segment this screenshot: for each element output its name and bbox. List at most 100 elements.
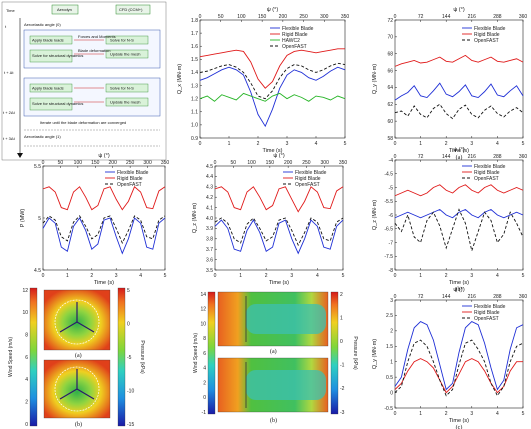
y-tick-label: 1.6 — [191, 44, 198, 50]
top-tick-label: 350 — [341, 14, 350, 20]
blade-a2 — [76, 321, 95, 333]
solve-ns-box-2 — [105, 83, 149, 93]
top-axis-label: ψ (°) — [453, 7, 464, 13]
y-tick-label: 3 — [390, 298, 393, 304]
series-line — [394, 184, 524, 197]
y-tick-label: 70 — [387, 35, 393, 41]
series-line — [394, 208, 524, 253]
x-tick-label: 5 — [342, 273, 345, 279]
x-tick-label: 0 — [199, 141, 202, 147]
top-tick-label: 300 — [143, 160, 152, 166]
x-tick-label: 4 — [496, 273, 499, 279]
y-axis-label: Q_x (MN·m) — [177, 64, 183, 94]
colorbar-tick-label: 6 — [203, 351, 206, 357]
solve-struct-box-2 — [29, 97, 73, 111]
solve-ns-text-1: Solve for N-S — [110, 38, 134, 43]
legend-label: Flexible Blade — [474, 26, 506, 32]
y-tick-label: 5 — [38, 216, 41, 222]
y-axis-label: P (MW) — [20, 209, 26, 228]
x-tick-label: 5 — [344, 141, 347, 147]
legend-label: Rigid Blade — [295, 176, 321, 182]
x-tick-label: 2 — [445, 411, 448, 417]
mid-ws-cbar-label: Wind Speed (m/s) — [193, 333, 199, 373]
update-mesh-text-1: Update the mesh — [110, 52, 140, 57]
plot-area — [394, 159, 524, 271]
legend-label: Flexible Blade — [117, 170, 149, 176]
top-tick-label: 288 — [493, 294, 502, 300]
wake-core-a — [246, 304, 326, 334]
legend-label: Rigid Blade — [474, 310, 500, 316]
y-tick-label: -6 — [389, 213, 394, 219]
x-tick-label: 2 — [445, 273, 448, 279]
colorbar-tick-label: 10 — [22, 310, 28, 316]
colorbar-tick-label: 2 — [203, 380, 206, 386]
colorbar-tick-label: 12 — [22, 288, 28, 294]
legend-label: OpenFAST — [295, 182, 320, 188]
series-line — [199, 62, 346, 100]
chart-qz-time: 0 1 2 3 4 54.54.44.34.24.14.03.93.83.73.63.50… — [192, 153, 347, 286]
top-tick-label: 250 — [299, 14, 308, 20]
time-arrow-icon — [17, 153, 23, 158]
left-p-ticks: 5 0 -5 -10 -15 — [127, 288, 134, 428]
y-axis-label: Q_y (MN·m) — [372, 339, 378, 369]
top-tick-label: 216 — [468, 154, 477, 160]
legend-label: Flexible Blade — [474, 304, 506, 310]
x-tick-label: 4 — [315, 141, 318, 147]
x-tick-label: 3 — [286, 141, 289, 147]
top-tick-label: 0 — [214, 160, 217, 166]
series-line — [394, 103, 524, 120]
top-tick-label: 100 — [237, 14, 246, 20]
series-line — [394, 82, 524, 101]
x-axis-label: Time (s) — [449, 148, 469, 154]
top-tick-label: 0 — [394, 14, 397, 20]
x-tick-label: 1 — [419, 273, 422, 279]
y-tick-label: -6.5 — [384, 227, 393, 233]
series-line — [42, 217, 166, 255]
colorbar-tick-label: 8 — [203, 336, 206, 342]
colorbar-tick-label: 12 — [200, 307, 206, 313]
x-axis-label: Time (s) — [449, 418, 469, 424]
top-tick-label: 0 — [394, 294, 397, 300]
step-aero-label: Aeroelastic angle (0) — [24, 22, 61, 27]
y-tick-label: -0.5 — [384, 406, 393, 412]
series-line — [394, 208, 524, 219]
legend-label: Flexible Blade — [295, 170, 327, 176]
y-tick-label: 2 — [390, 329, 393, 335]
y-tick-label: 0 — [390, 390, 393, 396]
x-tick-label: 1 — [419, 141, 422, 147]
y-tick-label: 4.4 — [206, 174, 213, 180]
plot-area — [214, 165, 344, 271]
wake-core-b — [246, 370, 326, 400]
top-tick-label: 72 — [418, 154, 424, 160]
top-tick-label: 200 — [284, 160, 293, 166]
iterate-text: Iterate until the blade deformation are … — [40, 120, 126, 125]
colorbar-tick-label: -3 — [340, 410, 345, 416]
x-tick-label: 4 — [496, 141, 499, 147]
y-tick-label: 58 — [387, 136, 393, 142]
coupling-block-2 — [23, 77, 161, 117]
x-tick-label: 3 — [470, 273, 473, 279]
x-tick-label: 1 — [419, 411, 422, 417]
y-tick-label: 4.5 — [206, 164, 213, 170]
apply-loads-text-1: Apply blade loads — [32, 38, 64, 43]
top-tick-label: 50 — [58, 160, 64, 166]
x-axis-label: Time (s) — [263, 148, 283, 154]
top-tick-label: 50 — [218, 14, 224, 20]
x-axis-label: Time (s) — [94, 280, 114, 286]
y-tick-label: 1.0 — [191, 123, 198, 129]
series-line — [42, 215, 166, 245]
x-tick-label: 2 — [257, 141, 260, 147]
solve-struct-text-2: Solve for structural dynamics — [32, 101, 83, 106]
y-tick-label: 4.1 — [206, 205, 213, 211]
legend-label: Rigid Blade — [282, 32, 308, 38]
top-tick-label: 200 — [109, 160, 118, 166]
colorbar-tick-label: -10 — [127, 388, 134, 394]
y-tick-label: -7 — [389, 240, 394, 246]
top-tick-label: 360 — [519, 14, 528, 20]
x-tick-label: 0 — [42, 273, 45, 279]
x-tick-label: 3 — [470, 141, 473, 147]
y-tick-label: 1.8 — [191, 18, 198, 24]
top-tick-label: 150 — [91, 160, 100, 166]
